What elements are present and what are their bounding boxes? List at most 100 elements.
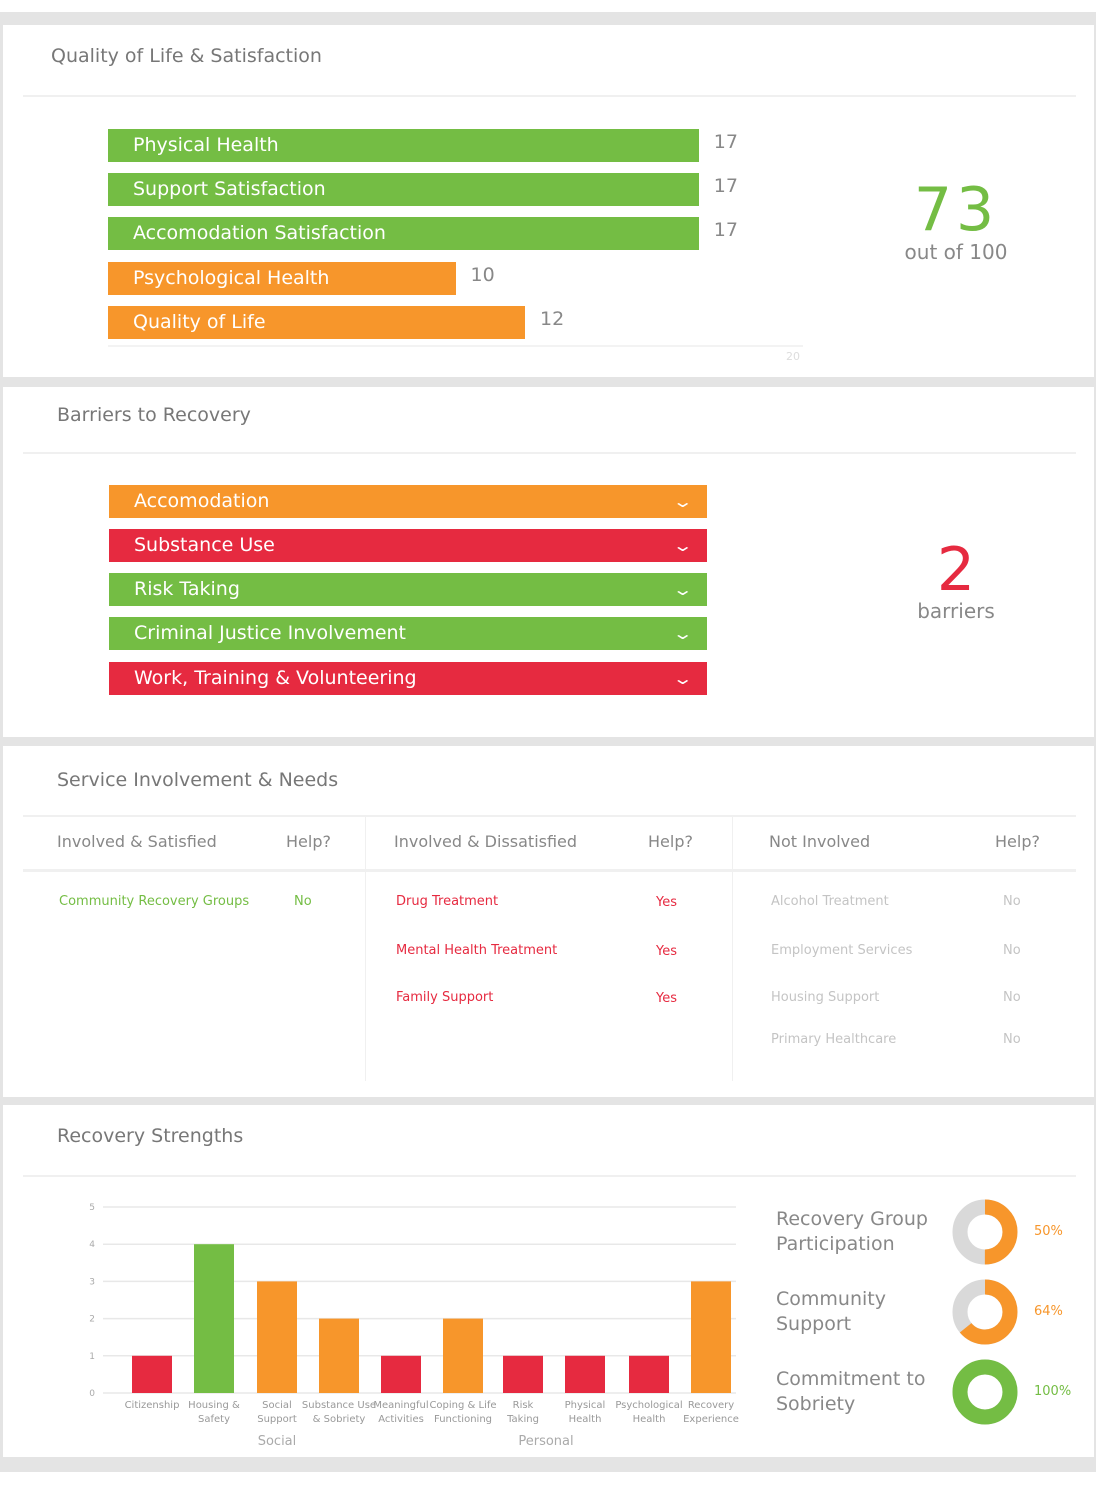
donut-percent: 100% bbox=[1034, 1384, 1072, 1399]
donut-fill bbox=[952, 1279, 1018, 1345]
service-name: Drug Treatment bbox=[396, 894, 499, 909]
x-tick-label: Functioning bbox=[434, 1414, 492, 1425]
service-name: Family Support bbox=[396, 990, 494, 1005]
quality-panel: Quality of Life & Satisfaction Physical … bbox=[3, 25, 1094, 377]
x-tick-label: Safety bbox=[198, 1414, 230, 1425]
column-divider bbox=[365, 816, 366, 1081]
barriers-panel: Barriers to Recovery Accomodation ⌄ Substa… bbox=[3, 387, 1094, 737]
panel-title: Recovery Strengths bbox=[57, 1125, 244, 1147]
x-tick-label: Citizenship bbox=[125, 1400, 180, 1411]
bar-meaningful-activities bbox=[381, 1355, 421, 1393]
x-tick-label: Taking bbox=[506, 1414, 539, 1425]
x-tick-label: Activities bbox=[378, 1414, 424, 1425]
score-bar: Physical Health bbox=[108, 129, 699, 162]
donut-fill bbox=[952, 1359, 1018, 1425]
y-tick-label: 5 bbox=[89, 1203, 95, 1213]
divider bbox=[23, 1175, 1076, 1177]
score-subtitle: out of 100 bbox=[904, 240, 1008, 264]
score-bar: Quality of Life bbox=[108, 306, 525, 339]
barrier-label: Substance Use bbox=[134, 534, 275, 556]
service-help-value: Yes bbox=[656, 944, 677, 959]
panel-title: Service Involvement & Needs bbox=[57, 769, 339, 791]
bar-coping-life-functioning bbox=[443, 1318, 483, 1393]
chevron-down-icon[interactable]: ⌄ bbox=[671, 669, 694, 688]
bar-physical-health bbox=[565, 1355, 605, 1393]
service-name: Employment Services bbox=[771, 943, 913, 958]
y-tick-label: 1 bbox=[89, 1352, 95, 1362]
service-help-value: Yes bbox=[656, 991, 677, 1006]
donut-label: Community Support bbox=[776, 1287, 886, 1337]
service-name: Housing Support bbox=[771, 990, 880, 1005]
bar-social-support bbox=[257, 1281, 297, 1393]
barrier-label: Work, Training & Volunteering bbox=[134, 667, 417, 689]
score-bar: Accomodation Satisfaction bbox=[108, 217, 699, 250]
group-label: Personal bbox=[518, 1434, 573, 1449]
donut-label-line: Support bbox=[776, 1313, 852, 1335]
x-tick-label: & Sobriety bbox=[313, 1414, 366, 1425]
y-tick-label: 0 bbox=[89, 1389, 95, 1399]
barrier-item[interactable]: Accomodation ⌄ bbox=[109, 485, 707, 518]
barrier-label: Accomodation bbox=[134, 490, 270, 512]
barrier-item[interactable]: Risk Taking ⌄ bbox=[109, 573, 707, 606]
services-panel: Service Involvement & Needs Involved & S… bbox=[3, 746, 1094, 1097]
donut-label-line: Sobriety bbox=[776, 1393, 856, 1415]
chevron-down-icon[interactable]: ⌄ bbox=[671, 580, 694, 599]
barrier-item[interactable]: Criminal Justice Involvement ⌄ bbox=[109, 617, 707, 650]
y-tick-label: 2 bbox=[89, 1315, 95, 1325]
score-value: 10 bbox=[470, 264, 495, 286]
x-tick-label: Meaningful bbox=[373, 1400, 428, 1411]
column-header: Involved & Satisfied bbox=[57, 832, 217, 851]
divider bbox=[23, 95, 1076, 97]
donut-label: Recovery Group Participation bbox=[776, 1207, 928, 1257]
service-name: Primary Healthcare bbox=[771, 1032, 897, 1047]
donut-label-line: Recovery Group bbox=[776, 1208, 928, 1230]
x-tick-label: Physical bbox=[565, 1400, 606, 1411]
service-help-value: No bbox=[1003, 943, 1021, 958]
barrier-label: Risk Taking bbox=[134, 578, 240, 600]
service-help-value: No bbox=[1003, 1032, 1021, 1047]
score-bar: Support Satisfaction bbox=[108, 173, 699, 206]
donut-label-line: Commitment to bbox=[776, 1368, 926, 1390]
service-help-value: No bbox=[1003, 990, 1021, 1005]
chevron-down-icon[interactable]: ⌄ bbox=[671, 624, 694, 643]
donut-chart bbox=[952, 1359, 1018, 1425]
barrier-label: Criminal Justice Involvement bbox=[134, 622, 407, 644]
donut-label: Commitment to Sobriety bbox=[776, 1367, 925, 1417]
service-name: Community Recovery Groups bbox=[59, 894, 250, 909]
y-tick-label: 3 bbox=[89, 1277, 95, 1287]
bar-housing-safety bbox=[194, 1244, 234, 1393]
donut-chart bbox=[952, 1199, 1018, 1265]
group-label: Social bbox=[258, 1434, 297, 1449]
x-tick-label: Substance Use bbox=[302, 1400, 376, 1411]
help-header: Help? bbox=[286, 832, 331, 851]
panel-title: Barriers to Recovery bbox=[57, 404, 251, 426]
donut-label-line: Community bbox=[776, 1288, 886, 1310]
barrier-item[interactable]: Work, Training & Volunteering ⌄ bbox=[109, 662, 707, 695]
barrier-subtitle: barriers bbox=[917, 599, 995, 623]
y-tick-label: 4 bbox=[89, 1240, 95, 1250]
divider bbox=[23, 869, 1076, 872]
donut-fill bbox=[952, 1199, 1018, 1265]
x-tick-label: Housing & bbox=[188, 1400, 240, 1411]
x-tick-label: Psychological bbox=[615, 1400, 682, 1411]
x-tick-label: Health bbox=[569, 1414, 602, 1425]
chevron-down-icon[interactable]: ⌄ bbox=[671, 492, 694, 511]
axis-max-label: 20 bbox=[786, 350, 800, 363]
strengths-bar-chart: 0 1 2 3 4 5 Citizenship Housing & Safety Social Su… bbox=[89, 1203, 739, 1449]
chevron-down-icon[interactable]: ⌄ bbox=[671, 536, 694, 555]
bar-recovery-experience bbox=[691, 1281, 731, 1393]
service-name: Mental Health Treatment bbox=[396, 943, 558, 958]
axis-line bbox=[108, 345, 803, 347]
barrier-count: 2 bbox=[936, 535, 976, 605]
help-header: Help? bbox=[995, 832, 1040, 851]
barrier-item[interactable]: Substance Use ⌄ bbox=[109, 529, 707, 562]
score-value: 17 bbox=[713, 175, 738, 197]
x-tick-label: Experience bbox=[683, 1414, 739, 1425]
service-help-value: No bbox=[294, 894, 312, 909]
column-header: Not Involved bbox=[769, 832, 871, 851]
service-help-value: Yes bbox=[656, 895, 677, 910]
help-header: Help? bbox=[648, 832, 693, 851]
panel-title: Quality of Life & Satisfaction bbox=[51, 45, 322, 67]
score-value: 12 bbox=[540, 308, 565, 330]
x-tick-label: Risk bbox=[513, 1400, 534, 1411]
